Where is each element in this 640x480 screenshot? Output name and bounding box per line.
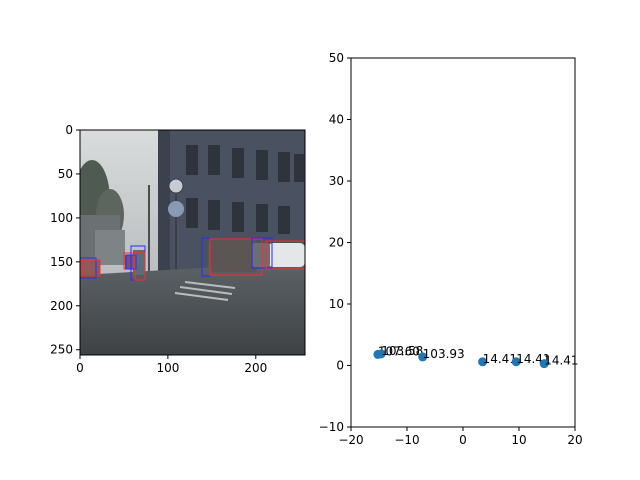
point-label: 103.58 xyxy=(381,344,423,358)
y-tick-label: 40 xyxy=(329,113,344,127)
y-tick-label: 100 xyxy=(50,211,73,225)
x-tick-label: −10 xyxy=(394,433,419,447)
x-tick-label: 0 xyxy=(76,361,84,375)
y-tick-label: 200 xyxy=(50,299,73,313)
y-tick-label: 250 xyxy=(50,343,73,357)
y-tick-label: 20 xyxy=(329,236,344,250)
y-tick-label: 0 xyxy=(65,123,73,137)
image-frame xyxy=(79,129,306,356)
scatter-point xyxy=(418,352,428,362)
point-label: 14.41 xyxy=(544,354,578,368)
image-axes: 0 100 200 0 50 100 150 200 250 xyxy=(50,123,267,375)
x-tick-label: 200 xyxy=(244,361,267,375)
x-tick-label: 20 xyxy=(567,433,582,447)
x-tick-label: 10 xyxy=(511,433,526,447)
plot-frame xyxy=(350,57,576,428)
x-tick-label: −20 xyxy=(338,433,363,447)
point-label: 107.60 xyxy=(378,344,420,358)
x-tick-label: 100 xyxy=(156,361,179,375)
y-tick-label: 50 xyxy=(58,167,73,181)
y-tick-label: 30 xyxy=(329,174,344,188)
scatter-point xyxy=(478,357,488,367)
y-tick-label: 10 xyxy=(329,297,344,311)
point-label: 103.93 xyxy=(423,347,465,361)
x-tick-label: 0 xyxy=(459,433,467,447)
y-tick-label: 150 xyxy=(50,255,73,269)
image-panel: 0 100 200 0 50 100 150 200 250 xyxy=(50,123,306,375)
scatter-point xyxy=(376,349,386,359)
street-scene-image xyxy=(80,130,305,355)
point-label: 14.41 xyxy=(483,352,517,366)
y-tick-label: 50 xyxy=(329,51,344,65)
y-tick-label: 0 xyxy=(336,359,344,373)
y-tick-label: −10 xyxy=(319,420,344,434)
scatter-point xyxy=(539,359,549,369)
scatter-point xyxy=(511,357,521,367)
